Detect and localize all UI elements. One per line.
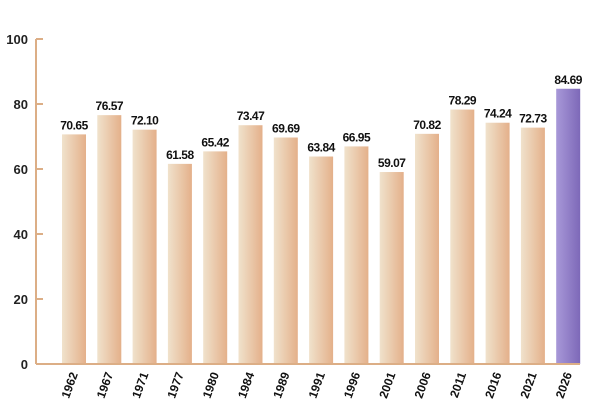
x-tick-label-1967: 1967 — [94, 370, 116, 400]
bar-2026 — [556, 88, 581, 364]
bar-1977 — [167, 163, 192, 364]
data-label-1984: 73.47 — [237, 109, 265, 123]
data-label-1962: 70.65 — [60, 118, 88, 132]
y-tick-label-40: 40 — [14, 227, 28, 242]
x-tick-label-1989: 1989 — [270, 370, 292, 400]
bar-1971 — [132, 129, 157, 364]
bar-2011 — [450, 109, 475, 365]
bar-1980 — [203, 151, 228, 364]
data-label-2001: 59.07 — [378, 156, 406, 170]
bar-2001 — [379, 172, 404, 364]
data-label-1989: 69.69 — [272, 122, 300, 136]
x-tick-label-1991: 1991 — [306, 370, 328, 400]
bar-2021 — [520, 127, 545, 364]
y-tick-label-80: 80 — [14, 97, 28, 112]
y-tick-label-0: 0 — [21, 357, 28, 372]
bars: 70.65 76.57 72.10 61.58 65.42 73.47 69.69 63.84… — [60, 73, 583, 365]
bar-1989 — [273, 137, 298, 364]
x-tick-label-1977: 1977 — [164, 370, 186, 400]
bar-1967 — [97, 115, 122, 365]
x-tick-label-2006: 2006 — [412, 370, 434, 400]
data-label-1996: 66.95 — [343, 130, 371, 144]
data-label-1980: 65.42 — [201, 135, 229, 149]
x-tick-label-2016: 2016 — [482, 370, 504, 400]
bar-1991 — [309, 156, 334, 364]
data-label-2026: 84.69 — [554, 73, 582, 87]
bar-2006 — [415, 133, 439, 364]
x-tick-label-1984: 1984 — [235, 370, 257, 400]
data-label-1991: 63.84 — [307, 141, 335, 155]
data-label-2021: 72.73 — [519, 112, 547, 126]
x-tick-label-2001: 2001 — [376, 370, 398, 400]
bar-1996 — [344, 146, 369, 364]
x-tick-label-1996: 1996 — [341, 370, 363, 400]
x-tick-label-1962: 1962 — [59, 370, 81, 400]
bar-1962 — [62, 134, 86, 364]
x-tick-label-2021: 2021 — [517, 370, 539, 400]
x-tick-label-1980: 1980 — [200, 370, 222, 400]
data-label-2016: 74.24 — [484, 107, 512, 121]
y-tick-label-100: 100 — [6, 32, 28, 47]
axes: 1962 1967 1971 1977 1980 1984 1989 1991 1996 2001… — [6, 32, 580, 400]
y-tick-label-20: 20 — [14, 292, 28, 307]
x-tick-label-1971: 1971 — [129, 370, 151, 400]
data-label-1977: 61.58 — [166, 148, 194, 162]
data-label-1971: 72.10 — [131, 114, 159, 128]
bar-2016 — [485, 122, 510, 364]
data-label-2011: 78.29 — [449, 94, 477, 108]
data-label-2006: 70.82 — [413, 118, 441, 132]
data-label-1967: 76.57 — [96, 99, 124, 113]
x-tick-label-2026: 2026 — [553, 370, 575, 400]
x-tick-label-2011: 2011 — [447, 370, 469, 400]
y-tick-label-60: 60 — [14, 162, 28, 177]
bar-1984 — [238, 125, 263, 364]
